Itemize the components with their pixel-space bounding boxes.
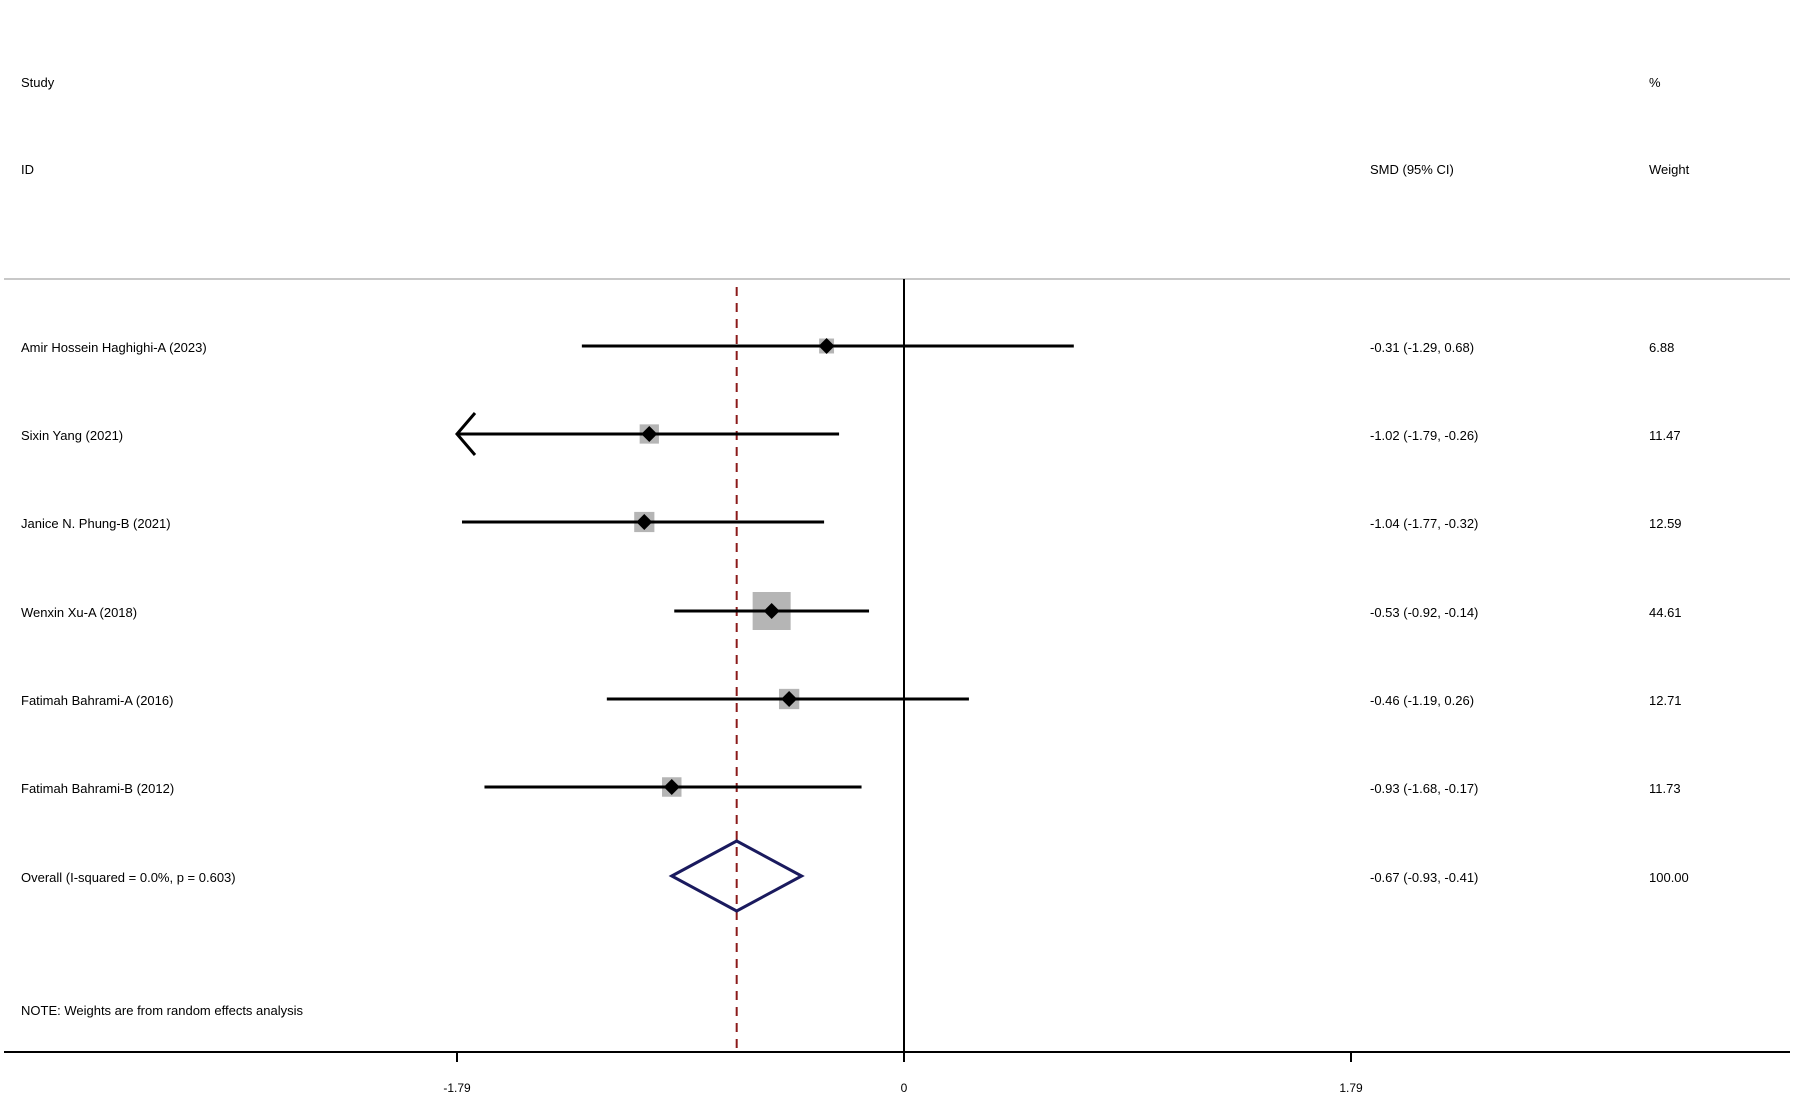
id-header: ID: [21, 162, 34, 177]
percent-header: %: [1649, 75, 1661, 90]
study-estimate: -0.53 (-0.92, -0.14): [1370, 605, 1479, 620]
study-weight: 44.61: [1649, 605, 1682, 620]
study-weight: 12.71: [1649, 693, 1682, 708]
overall-diamond: [668, 839, 805, 913]
study-label: Janice N. Phung-B (2021): [21, 516, 171, 531]
study-label: Fatimah Bahrami-B (2012): [21, 781, 175, 796]
point-estimate-marker: [636, 514, 653, 530]
weight-header: Weight: [1649, 162, 1690, 177]
study-weight: 11.47: [1649, 428, 1681, 443]
x-tick-label: 0: [900, 1081, 908, 1095]
overall-label: Overall (I-squared = 0.0%, p = 0.603): [21, 870, 236, 885]
study-estimate: -1.04 (-1.77, -0.32): [1370, 516, 1479, 531]
study-label: Fatimah Bahrami-A (2016): [21, 693, 174, 708]
point-estimate-marker: [781, 691, 798, 707]
study-weight: 11.73: [1649, 781, 1681, 796]
smd-header: SMD (95% CI): [1370, 162, 1454, 177]
overall-estimate: -0.67 (-0.93, -0.41): [1370, 870, 1479, 885]
x-tick-label: 1.79: [1339, 1081, 1363, 1095]
study-estimate: -0.46 (-1.19, 0.26): [1370, 693, 1475, 708]
note-text: NOTE: Weights are from random effects an…: [21, 1003, 304, 1018]
point-estimate-marker: [818, 338, 835, 354]
point-estimate-marker: [641, 426, 658, 442]
overall-weight: 100.00: [1649, 870, 1689, 885]
study-label: Sixin Yang (2021): [21, 428, 124, 443]
point-estimate-marker: [763, 603, 780, 619]
study-label: Amir Hossein Haghighi-A (2023): [21, 340, 207, 355]
study-estimate: -0.93 (-1.68, -0.17): [1370, 781, 1479, 796]
x-tick-label: -1.79: [443, 1081, 471, 1095]
study-header: Study: [21, 75, 55, 90]
study-estimate: -0.31 (-1.29, 0.68): [1370, 340, 1475, 355]
study-weight: 6.88: [1649, 340, 1675, 355]
study-weight: 12.59: [1649, 516, 1682, 531]
point-estimate-marker: [663, 779, 680, 795]
study-estimate: -1.02 (-1.79, -0.26): [1370, 428, 1479, 443]
truncation-arrow: [455, 412, 477, 456]
study-label: Wenxin Xu-A (2018): [21, 605, 138, 620]
